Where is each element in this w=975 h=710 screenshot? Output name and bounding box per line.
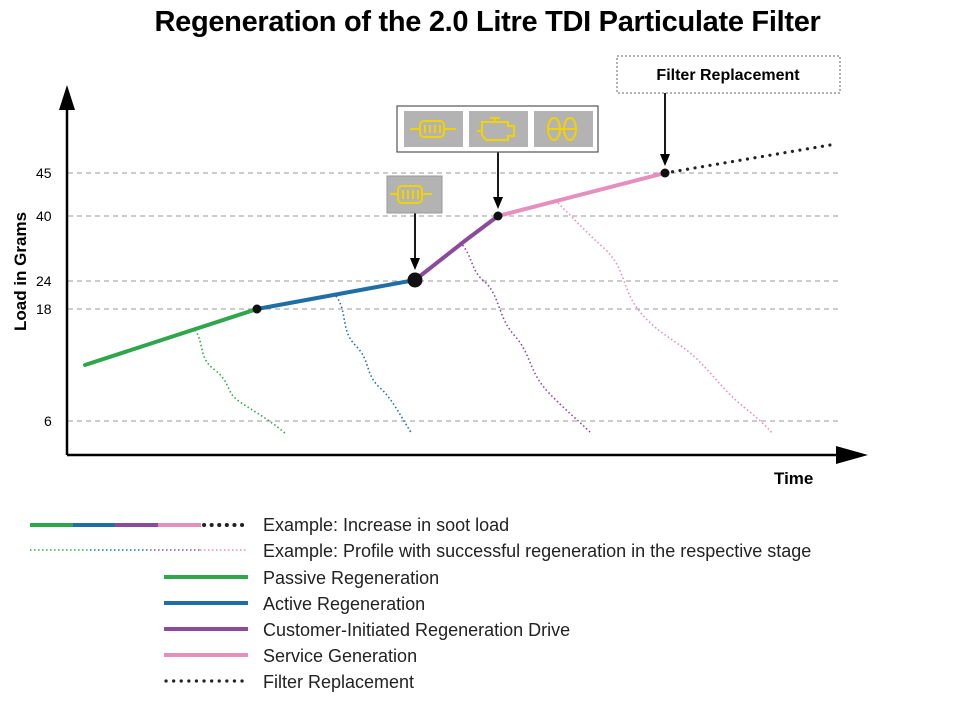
legend-label-active: Active Regeneration <box>263 594 425 614</box>
particulate-filter-icon <box>390 185 432 204</box>
legend-label-profile: Example: Profile with successful regener… <box>263 541 811 561</box>
legend-label-customer: Customer-Initiated Regeneration Drive <box>263 620 570 640</box>
y-tick-6: 6 <box>44 413 52 429</box>
segment-customer <box>413 214 500 282</box>
point-service-replacement <box>660 168 670 178</box>
single-icon-box <box>386 175 443 214</box>
x-axis-label: Time <box>774 469 813 488</box>
x-axis-arrowhead <box>836 446 868 464</box>
pointer-arrowhead-3 <box>660 154 670 166</box>
segment-passive <box>83 307 259 367</box>
callout-label: Filter Replacement <box>656 67 800 84</box>
profile-service <box>554 199 774 435</box>
tyre-icon <box>547 117 577 141</box>
legend-label-soot: Example: Increase in soot load <box>263 515 509 535</box>
pointer-arrowheads <box>410 154 670 270</box>
legend: Example: Increase in soot load Example: … <box>30 515 811 692</box>
particulate-filter-icon <box>410 120 456 138</box>
icon-group-box <box>396 105 599 153</box>
gridlines <box>68 172 842 422</box>
legend-label-replacement: Filter Replacement <box>263 672 414 692</box>
segment-replacement <box>663 143 832 175</box>
soot-load-curve <box>83 143 832 367</box>
pointer-arrowhead-1 <box>410 258 420 270</box>
pointer-arrowhead-2 <box>493 197 503 209</box>
y-tick-40: 40 <box>36 208 52 224</box>
profile-customer <box>459 241 593 435</box>
y-tick-labels: 45 40 24 18 6 <box>36 165 52 429</box>
point-customer-service <box>493 211 503 221</box>
pointer-arrows <box>414 93 666 262</box>
engine-icon <box>477 117 515 141</box>
profile-passive <box>194 329 287 435</box>
point-passive-active <box>252 304 262 314</box>
segment-service <box>496 171 667 218</box>
transition-points <box>252 168 670 314</box>
filter-replacement-callout: Filter Replacement <box>616 55 841 94</box>
y-axis-arrowhead <box>59 85 75 110</box>
y-tick-18: 18 <box>36 301 52 317</box>
profile-active <box>335 295 413 435</box>
axes <box>65 96 845 457</box>
diagram-title: Regeneration of the 2.0 Litre TDI Partic… <box>154 6 821 38</box>
y-axis-label: Load in Grams <box>11 212 30 331</box>
point-active-customer <box>407 272 423 288</box>
regeneration-profiles <box>194 199 774 435</box>
legend-label-service: Service Generation <box>263 646 417 666</box>
legend-label-passive: Passive Regeneration <box>263 568 439 588</box>
segment-active <box>255 278 417 311</box>
y-tick-24: 24 <box>36 273 52 289</box>
y-tick-45: 45 <box>36 165 52 181</box>
